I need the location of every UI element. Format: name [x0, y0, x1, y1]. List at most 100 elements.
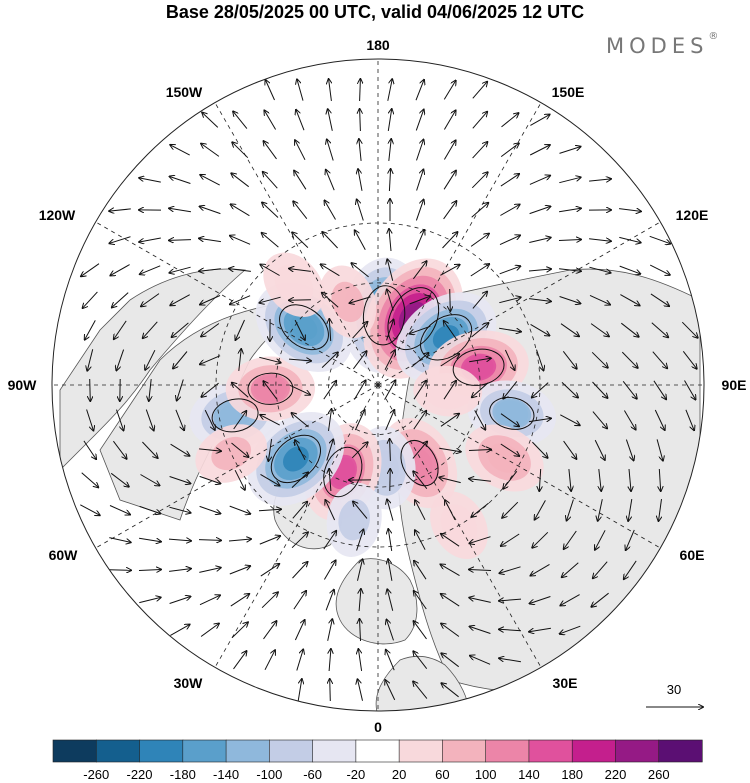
wind-vector	[357, 559, 363, 581]
wind-vector	[470, 536, 491, 544]
contour-line	[247, 372, 294, 405]
wind-vector	[440, 265, 459, 276]
wind-vector	[260, 415, 280, 426]
wind-vector	[469, 358, 491, 363]
wind-vector	[114, 320, 127, 339]
wind-vector	[262, 203, 279, 218]
wind-vector	[200, 175, 220, 186]
contour-line	[211, 398, 259, 433]
wind-vector	[530, 323, 550, 335]
wind-vector	[415, 200, 423, 221]
wind-vector	[659, 499, 662, 521]
wind-vector	[169, 569, 191, 572]
colorbar-swatch	[528, 739, 573, 763]
wind-vector	[591, 351, 608, 367]
wind-vector	[139, 178, 161, 183]
wind-vector	[326, 440, 333, 461]
colorbar-swatch	[95, 739, 141, 763]
wind-vector	[532, 531, 549, 547]
colorbar-label: -60	[303, 767, 322, 782]
label-0: 0	[374, 719, 382, 735]
wind-vector	[268, 439, 273, 461]
wind-vector	[499, 266, 521, 275]
colorbar-swatch	[182, 739, 227, 763]
wind-vector	[619, 209, 641, 212]
brand-logo: MODES®	[606, 31, 718, 58]
wind-vector	[259, 296, 281, 303]
wind-vector	[415, 110, 423, 131]
colorbar-swatch	[485, 739, 530, 763]
wind-vector	[325, 201, 336, 220]
wind-vector	[500, 443, 519, 456]
wind-vector	[330, 679, 331, 702]
wind-vector	[175, 409, 184, 430]
wind-vector	[415, 500, 426, 521]
wind-vector	[474, 410, 486, 429]
wind-vector	[472, 112, 487, 129]
wind-vector	[504, 349, 514, 370]
wind-vector	[390, 439, 391, 462]
wind-vector	[199, 449, 221, 451]
wind-vector	[414, 621, 427, 640]
colorbar-label: -180	[170, 767, 196, 782]
wind-vector	[649, 264, 670, 275]
wind-vector	[109, 537, 130, 543]
label-120w: 120W	[39, 207, 76, 223]
wind-vector	[443, 201, 457, 220]
anomaly-band	[274, 264, 314, 305]
wind-vector	[177, 379, 184, 401]
wind-vector	[532, 441, 547, 458]
wind-vector	[201, 144, 220, 157]
wind-vector	[200, 295, 221, 305]
wind-vector	[595, 530, 606, 549]
wind-vector	[201, 323, 220, 337]
wind-vector	[415, 230, 425, 251]
label-90w: 90W	[8, 377, 38, 393]
wind-vector	[288, 359, 311, 361]
wind-vector	[384, 380, 396, 400]
wind-vector	[329, 469, 331, 492]
contour-line	[362, 285, 406, 346]
wind-vector	[230, 236, 251, 245]
wind-vector	[322, 232, 338, 249]
wind-vector	[325, 500, 336, 521]
wind-vector	[472, 382, 489, 398]
label-30w: 30W	[174, 675, 204, 691]
wind-vector	[198, 540, 221, 541]
wind-vector	[622, 380, 637, 398]
wind-vector	[386, 650, 395, 671]
wind-vector	[441, 683, 459, 698]
wind-vector	[236, 319, 245, 340]
wind-vector	[170, 443, 190, 456]
wind-vector	[530, 596, 551, 604]
wind-vector	[169, 476, 191, 484]
colorbar-swatch	[225, 739, 270, 763]
wind-vector	[116, 349, 125, 371]
wind-vector	[620, 322, 638, 337]
wind-vector	[592, 381, 608, 398]
colorbar-label: 220	[605, 767, 627, 782]
wind-vector	[359, 589, 361, 612]
wind-vector	[142, 441, 157, 458]
wind-vector	[81, 472, 99, 488]
wind-vector	[471, 203, 489, 218]
wind-vector	[329, 319, 330, 342]
colorbar-swatch	[355, 739, 400, 763]
wind-vector	[468, 450, 491, 451]
wind-vector	[358, 649, 363, 671]
wind-vector	[441, 594, 460, 607]
wind-vector	[199, 505, 221, 513]
height-anomaly-shading	[189, 252, 557, 560]
wind-vector	[353, 381, 365, 400]
wind-vector	[86, 409, 94, 431]
wind-vector	[387, 499, 394, 521]
wind-vector	[415, 530, 426, 550]
wind-vector	[536, 349, 544, 371]
wind-vector	[169, 597, 191, 604]
wind-vector	[233, 411, 247, 430]
wind-vector	[356, 530, 364, 551]
wind-vector	[386, 320, 394, 341]
wind-vector	[170, 294, 190, 306]
label-150e: 150E	[552, 84, 585, 100]
wind-vector	[172, 322, 189, 337]
